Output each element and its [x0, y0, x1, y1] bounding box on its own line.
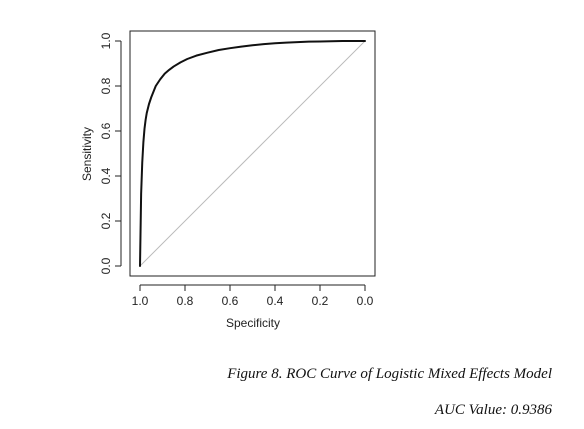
- x-tick-label: 0.0: [357, 294, 374, 308]
- y-tick-label: 0.2: [99, 212, 113, 229]
- reference-diagonal-line: [139, 40, 366, 267]
- plot-frame: [129, 30, 376, 277]
- roc-chart: 1.0 0.8 0.6 0.4 0.2 0.0 0.0 0.2 0.4 0.6 0.8 1.0 Sp…: [80, 30, 376, 330]
- y-tick-label: 0.8: [99, 77, 113, 94]
- x-tick-label: 0.2: [312, 294, 329, 308]
- y-tick-label: 0.4: [99, 167, 113, 184]
- x-tick-label: 0.8: [177, 294, 194, 308]
- figure-caption: Figure 8. ROC Curve of Logistic Mixed Ef…: [227, 366, 552, 382]
- reference-line-layer: [139, 40, 366, 267]
- roc-curve-line: [139, 40, 366, 267]
- y-tick-label: 0.0: [99, 257, 113, 274]
- y-axis-title: Sensitivity: [80, 127, 94, 181]
- x-axis-title: Specificity: [226, 316, 280, 330]
- x-axis: 1.0 0.8 0.6 0.4 0.2 0.0: [132, 284, 374, 308]
- x-tick-label: 0.6: [222, 294, 239, 308]
- x-tick-label: 1.0: [132, 294, 149, 308]
- auc-caption: AUC Value: 0.9386: [434, 402, 552, 418]
- x-tick-label: 0.4: [267, 294, 284, 308]
- y-axis: 0.0 0.2 0.4 0.6 0.8 1.0: [99, 32, 122, 274]
- y-tick-label: 1.0: [99, 32, 113, 49]
- y-tick-label: 0.6: [99, 122, 113, 139]
- roc-curve-layer: [139, 40, 366, 267]
